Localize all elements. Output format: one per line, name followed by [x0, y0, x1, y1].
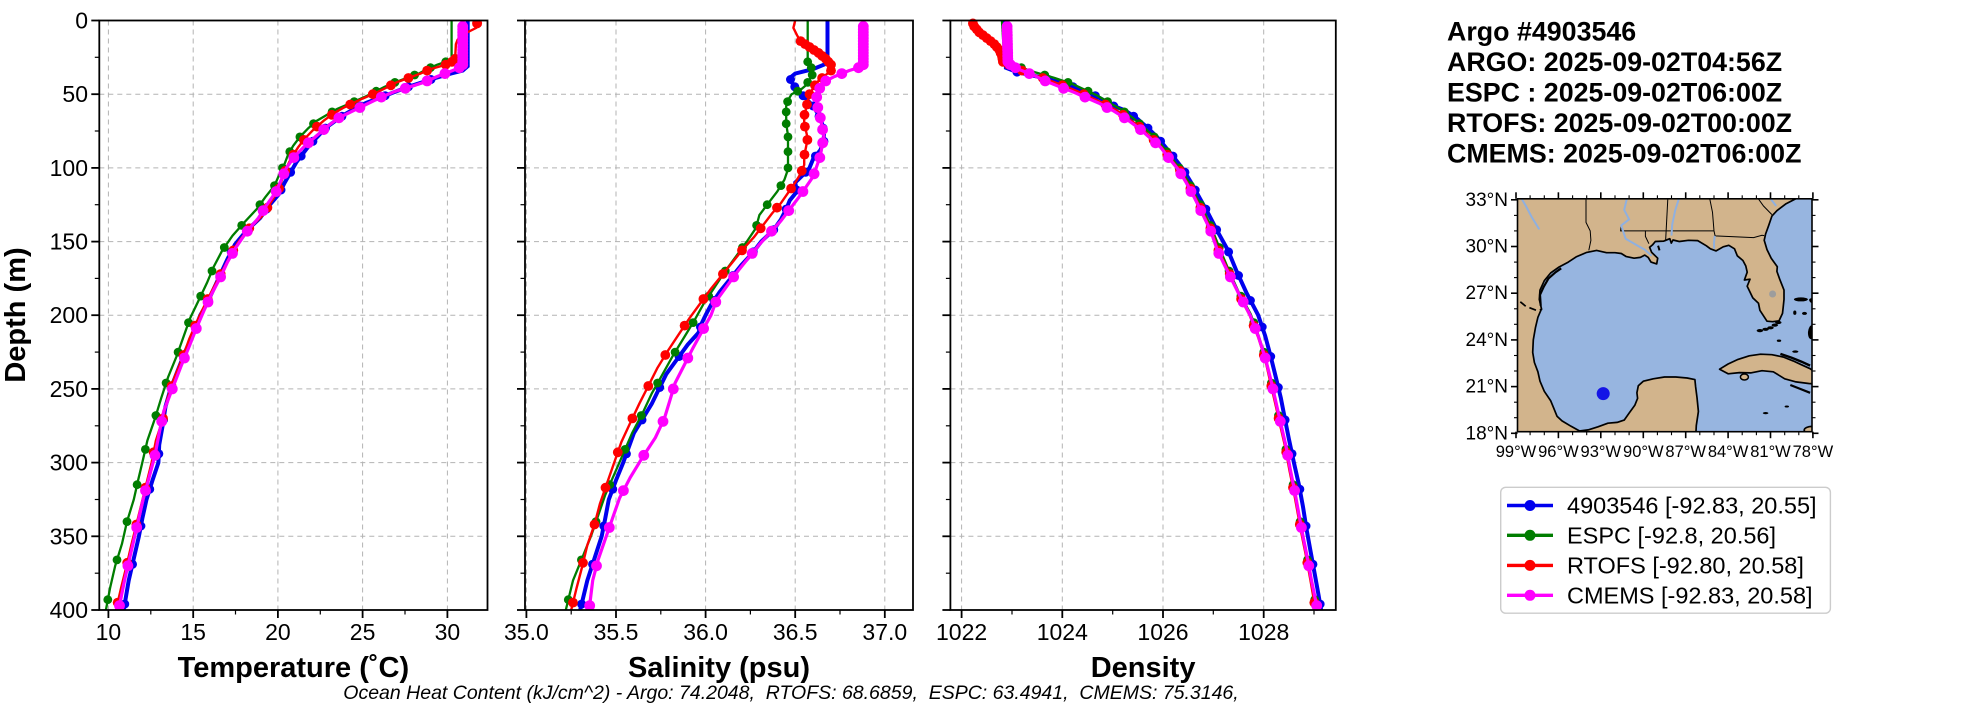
svg-text:4903546 [-92.83, 20.55]: 4903546 [-92.83, 20.55]: [1567, 493, 1817, 519]
svg-text:Depth (m): Depth (m): [0, 247, 32, 382]
svg-text:33°N: 33°N: [1466, 190, 1508, 211]
svg-text:93°W: 93°W: [1581, 443, 1622, 461]
svg-text:1028: 1028: [1238, 619, 1289, 645]
svg-text:RTOFS: 2025-09-02T00:00Z: RTOFS: 2025-09-02T00:00Z: [1447, 108, 1792, 138]
svg-text:20: 20: [265, 619, 291, 645]
svg-text:84°W: 84°W: [1708, 443, 1749, 461]
svg-text:Ocean Heat Content (kJ/cm^2) -: Ocean Heat Content (kJ/cm^2) - Argo: 74.…: [343, 682, 1238, 704]
svg-text:ESPC [-92.8, 20.56]: ESPC [-92.8, 20.56]: [1567, 522, 1776, 548]
svg-text:15: 15: [180, 619, 206, 645]
svg-text:250: 250: [50, 376, 88, 402]
svg-text:90°W: 90°W: [1623, 443, 1664, 461]
svg-text:36.0: 36.0: [683, 619, 728, 645]
svg-text:96°W: 96°W: [1538, 443, 1579, 461]
svg-text:CMEMS: 2025-09-02T06:00Z: CMEMS: 2025-09-02T06:00Z: [1447, 139, 1801, 169]
svg-text:30°N: 30°N: [1466, 237, 1508, 258]
svg-text:35.5: 35.5: [594, 619, 639, 645]
svg-text:18°N: 18°N: [1466, 423, 1508, 444]
svg-text:36.5: 36.5: [773, 619, 818, 645]
svg-text:0: 0: [75, 8, 88, 34]
svg-text:30: 30: [435, 619, 461, 645]
svg-text:150: 150: [50, 229, 88, 255]
svg-text:37.0: 37.0: [862, 619, 907, 645]
svg-text:10: 10: [96, 619, 122, 645]
svg-text:Temperature (˚C): Temperature (˚C): [178, 652, 410, 684]
svg-text:87°W: 87°W: [1665, 443, 1706, 461]
svg-text:Salinity (psu): Salinity (psu): [628, 652, 810, 684]
svg-text:21°N: 21°N: [1466, 377, 1508, 398]
svg-text:99°W: 99°W: [1496, 443, 1537, 461]
svg-text:1022: 1022: [936, 619, 987, 645]
svg-text:100: 100: [50, 155, 88, 181]
svg-text:35.0: 35.0: [504, 619, 549, 645]
svg-text:27°N: 27°N: [1466, 283, 1508, 304]
svg-text:1026: 1026: [1137, 619, 1188, 645]
svg-text:ESPC : 2025-09-02T06:00Z: ESPC : 2025-09-02T06:00Z: [1447, 78, 1782, 108]
svg-text:Density: Density: [1091, 652, 1196, 684]
svg-text:400: 400: [50, 597, 88, 623]
svg-text:200: 200: [50, 302, 88, 328]
svg-text:RTOFS [-92.80, 20.58]: RTOFS [-92.80, 20.58]: [1567, 552, 1804, 578]
svg-text:81°W: 81°W: [1750, 443, 1791, 461]
svg-text:25: 25: [350, 619, 376, 645]
svg-text:300: 300: [50, 450, 88, 476]
svg-text:50: 50: [62, 81, 88, 107]
svg-text:350: 350: [50, 523, 88, 549]
svg-text:Argo #4903546: Argo #4903546: [1447, 17, 1636, 47]
svg-text:24°N: 24°N: [1466, 330, 1508, 351]
svg-text:78°W: 78°W: [1793, 443, 1834, 461]
svg-text:CMEMS [-92.83, 20.58]: CMEMS [-92.83, 20.58]: [1567, 582, 1813, 608]
svg-text:1024: 1024: [1037, 619, 1088, 645]
svg-text:ARGO: 2025-09-02T04:56Z: ARGO: 2025-09-02T04:56Z: [1447, 47, 1782, 77]
